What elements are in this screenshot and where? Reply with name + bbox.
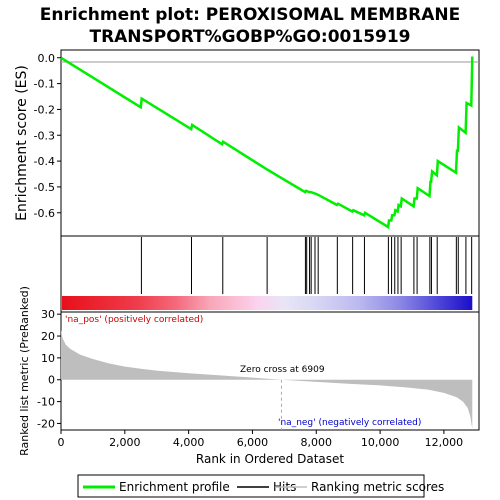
x-tick-label: 4,000 (173, 436, 205, 449)
x-tick-label: 2,000 (109, 436, 141, 449)
x-tick-label: 6,000 (237, 436, 269, 449)
es-y-ticks: 0.0 -0.1 -0.2 -0.3 -0.4 -0.5 -0.6 (34, 52, 61, 220)
metric-y-tick-label: -20 (37, 417, 55, 430)
metric-y-tick-label: 0 (48, 374, 55, 387)
legend-box (77, 474, 425, 498)
metric-y-tick-label: -10 (37, 396, 55, 409)
x-ticks: 0 2,000 4,000 6,000 8,000 10,000 12,000 (58, 430, 464, 449)
es-y-tick-label: -0.3 (34, 129, 55, 142)
negative-correlation-label: 'na_neg' (negatively correlated) (278, 418, 421, 428)
es-panel: 0.0 -0.1 -0.2 -0.3 -0.4 -0.5 -0.6 Enrichment s… (14, 49, 480, 237)
x-tick-label: 8,000 (301, 436, 333, 449)
enrichment-profile-line (60, 56, 474, 230)
es-y-tick-label: -0.2 (34, 103, 55, 116)
ranking-color-bar (62, 296, 473, 310)
hit-lines (140, 237, 473, 294)
es-panel-frame (60, 49, 480, 237)
zero-cross-label: Zero cross at 6909 (240, 365, 325, 375)
metric-y-tick-label: 20 (41, 330, 55, 343)
metric-y-tick-label: 10 (41, 352, 55, 365)
metric-y-tick-label: 30 (41, 308, 55, 321)
x-tick-label: 0 (58, 436, 65, 449)
hits-panel (60, 235, 480, 313)
legend-label-ranking-metric: Ranking metric scores (311, 480, 444, 494)
x-tick-label: 12,000 (425, 436, 464, 449)
es-y-tick-label: -0.4 (34, 155, 55, 168)
es-y-tick-label: -0.1 (34, 78, 55, 91)
positive-correlation-label: 'na_pos' (positively correlated) (65, 315, 203, 325)
x-axis-label: Rank in Ordered Dataset (196, 452, 344, 466)
legend-label-enrichment-profile: Enrichment profile (119, 480, 230, 494)
x-tick-label: 10,000 (361, 436, 400, 449)
es-y-tick-label: -0.5 (34, 181, 55, 194)
chart-title-line1: Enrichment plot: PEROXISOMAL MEMBRANE (40, 5, 460, 25)
es-y-tick-label: -0.6 (34, 207, 55, 220)
metric-y-ticks: 30 20 10 0 -10 -20 (37, 308, 61, 430)
metric-y-label: Ranked list metric (PreRanked) (18, 286, 31, 456)
legend: Enrichment profile Hits Ranking metric s… (77, 474, 444, 498)
metric-panel: 30 20 10 0 -10 -20 'na_pos' (positively corre… (18, 286, 480, 456)
es-y-label: Enrichment score (ES) (14, 65, 30, 221)
ranking-metric-area (61, 329, 473, 428)
chart-title-line2: TRANSPORT%GOBP%GO:0015919 (89, 27, 410, 47)
es-y-tick-label: 0.0 (38, 52, 56, 65)
